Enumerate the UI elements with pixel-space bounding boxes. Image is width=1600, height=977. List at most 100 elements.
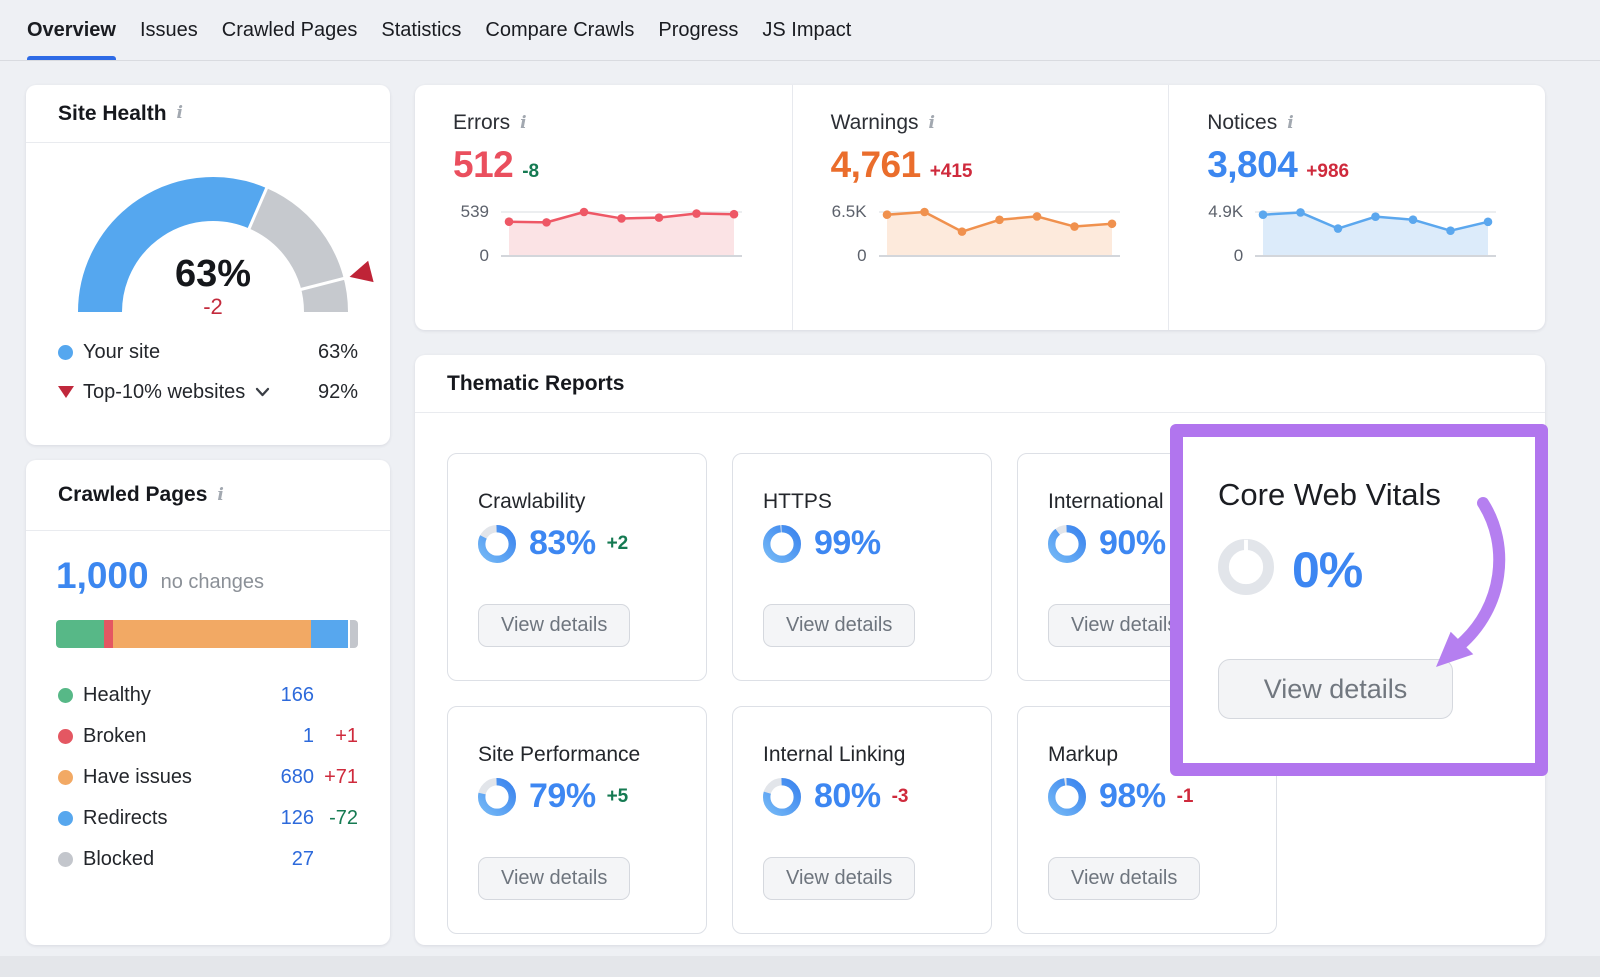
legend-value-link[interactable]: 126 (280, 807, 314, 829)
legend-value-link[interactable]: 1 (302, 725, 314, 747)
donut-chart (478, 777, 516, 816)
y-min-label: 0 (1233, 246, 1244, 265)
view-details-button[interactable]: View details (1218, 659, 1453, 719)
stat-value: 3,804 (1207, 144, 1298, 185)
thematic-card-title: Crawlability (478, 490, 586, 513)
thematic-percent: 90% (1099, 524, 1166, 562)
bar-segment-redirects (311, 620, 349, 648)
legend-value-link[interactable]: 27 (291, 848, 314, 870)
legend-delta: +71 (324, 766, 358, 788)
thematic-percent: 79% (529, 777, 596, 815)
thematic-card-title: HTTPS (763, 490, 832, 513)
tab-issues[interactable]: Issues (139, 18, 198, 41)
core-web-vitals-score-row: 0% (1218, 539, 1363, 600)
y-min-label: 0 (479, 246, 489, 265)
info-icon[interactable]: i (176, 103, 183, 123)
donut-chart (1048, 777, 1086, 816)
thematic-percent: 80% (814, 777, 881, 815)
y-max-label: 4.9K (1208, 202, 1244, 221)
tab-statistics[interactable]: Statistics (381, 18, 462, 41)
stat-title: Warnings (830, 111, 919, 134)
donut-chart (1218, 539, 1274, 600)
legend-label: Blocked (83, 848, 155, 870)
notices-sparkline (1255, 208, 1497, 257)
legend-value: 92% (317, 380, 358, 403)
donut-chart (1218, 539, 1274, 595)
tab-crawled-pages[interactable]: Crawled Pages (221, 18, 358, 41)
stat-delta: +415 (929, 161, 973, 182)
thematic-percent: 99% (814, 524, 881, 562)
legend-value-link[interactable]: 166 (280, 684, 314, 706)
thematic-delta: +2 (606, 532, 629, 554)
legend-dot-icon (58, 811, 73, 826)
thematic-score-row: 90% (1048, 524, 1166, 563)
crawled-pages-header: Crawled Pages i (26, 460, 390, 531)
thematic-delta: -1 (1176, 785, 1194, 807)
sparkline-y-axis: 6.5K 0 (831, 202, 877, 265)
bar-segment-have-issues (113, 620, 312, 648)
donut-chart (478, 524, 516, 563)
thematic-card-title: International (1048, 490, 1164, 513)
purple-callout-arrow (1436, 497, 1506, 667)
thematic-card-https: HTTPS 99% View details (732, 453, 992, 681)
thematic-card-title: Site Performance (478, 743, 641, 766)
list-item-have-issues: Have issues 680 +71 (58, 762, 358, 793)
y-min-label: 0 (857, 246, 867, 265)
crawled-pages-card: Crawled Pages i 1,000 no changes Healthy… (26, 460, 390, 945)
bar-segment-broken (104, 620, 114, 648)
issues-stats-card: Errors i 512 -8 539 0 Warnings i 4,761 +415 6.5K 0 N… (415, 85, 1545, 330)
info-icon[interactable]: i (1287, 112, 1294, 133)
thematic-card-crawlability: Crawlability 83% +2 View details (447, 453, 707, 681)
stat-value: 4,761 (830, 144, 922, 185)
donut-chart (763, 777, 801, 816)
legend-dot-icon (58, 688, 73, 703)
view-details-button[interactable]: View details (478, 604, 631, 647)
thematic-card-title: Internal Linking (763, 743, 906, 766)
info-icon[interactable]: i (217, 484, 224, 505)
crawled-pages-total-row: 1,000 no changes (56, 555, 264, 597)
warnings-sparkline (878, 207, 1120, 257)
thematic-score-row: 99% (763, 524, 881, 563)
list-item-blocked: Blocked 27 (58, 844, 358, 875)
thematic-score-row: 98% -1 (1048, 777, 1193, 816)
tab-progress[interactable]: Progress (658, 18, 739, 41)
donut-chart (763, 524, 801, 563)
nav-divider (0, 60, 1600, 61)
crawled-pages-note: no changes (160, 571, 265, 593)
legend-value-link[interactable]: 680 (280, 766, 314, 788)
red-triangle-icon (58, 386, 74, 398)
thematic-card-internal-linking: Internal Linking 80% -3 View details (732, 706, 992, 934)
benchmark-marker-icon (349, 260, 374, 283)
y-max-label: 6.5K (831, 202, 867, 221)
view-details-button[interactable]: View details (763, 604, 916, 647)
view-details-button[interactable]: View details (478, 857, 631, 900)
thematic-percent: 98% (1099, 777, 1166, 815)
tab-compare-crawls[interactable]: Compare Crawls (485, 18, 635, 41)
legend-label: Healthy (83, 684, 151, 706)
view-details-button[interactable]: View details (1048, 857, 1201, 900)
chevron-down-icon[interactable] (255, 387, 270, 397)
site-health-header: Site Health i (26, 85, 390, 143)
sparkline-y-axis: 4.9K 0 (1207, 202, 1253, 265)
info-icon[interactable]: i (520, 112, 527, 133)
donut-chart (1048, 524, 1086, 563)
bottom-strip (0, 956, 1600, 977)
tab-overview[interactable]: Overview (27, 0, 116, 60)
y-max-label: 539 (460, 202, 489, 221)
legend-label: Your site (83, 340, 161, 363)
list-item-healthy: Healthy 166 (58, 680, 358, 711)
list-item-broken: Broken 1 +1 (58, 721, 358, 752)
thematic-delta: +5 (606, 785, 629, 807)
tab-js-impact[interactable]: JS Impact (762, 18, 852, 41)
blue-dot-icon (58, 344, 73, 360)
view-details-button[interactable]: View details (763, 857, 916, 900)
stat-value: 512 (453, 144, 514, 185)
info-icon[interactable]: i (928, 112, 935, 133)
warnings-stat: Warnings i 4,761 +415 6.5K 0 (791, 85, 1169, 330)
tab-bar: Overview Issues Crawled Pages Statistics Com… (27, 0, 851, 60)
site-health-title: Site Health (58, 101, 167, 125)
site-health-card: Site Health i 63% -2 Your site 63% Top-1… (26, 85, 390, 445)
site-health-score: 63% (174, 253, 252, 295)
crawled-pages-title: Crawled Pages (58, 483, 208, 506)
